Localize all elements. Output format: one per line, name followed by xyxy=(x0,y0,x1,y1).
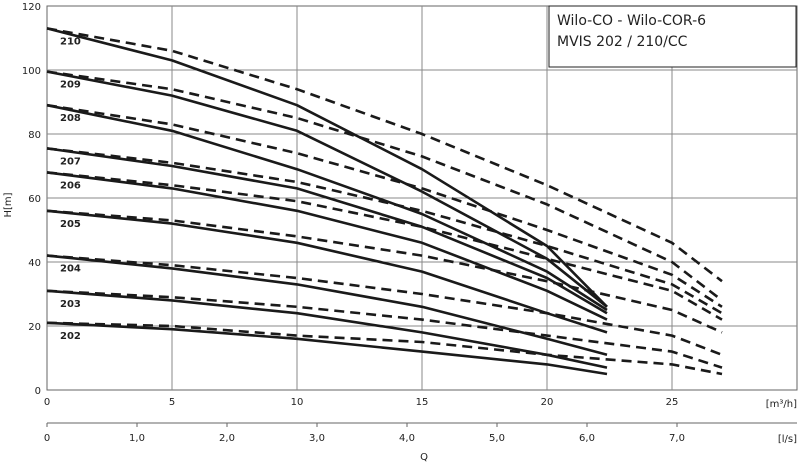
y-tick-label: 40 xyxy=(28,258,41,269)
series-label-210: 210 xyxy=(60,36,81,47)
series-208-dashed-line xyxy=(46,103,723,308)
x-tick-label-m3h: 20 xyxy=(541,397,554,408)
series-206-solid-line xyxy=(46,171,608,321)
series-210-solid-line xyxy=(46,27,608,308)
series-label-203: 203 xyxy=(60,299,81,310)
series-label-208: 208 xyxy=(60,113,81,124)
series-205-dashed-line xyxy=(46,209,723,334)
series-209-dashed-line xyxy=(46,70,723,302)
curve-labels: 210 209 208 207 206 205 204 203 202 xyxy=(60,36,81,341)
series-label-204: 204 xyxy=(60,264,81,275)
x-tick-label-ls: 7,0 xyxy=(669,433,685,444)
x-tick-label-ls: 5,0 xyxy=(489,433,505,444)
y-tick-label: 80 xyxy=(28,130,41,141)
x-axis-label: Q xyxy=(420,452,428,462)
series-label-202: 202 xyxy=(60,331,81,342)
series-209-solid-line xyxy=(46,70,608,308)
series-label-209: 209 xyxy=(60,80,81,91)
series-label-205: 205 xyxy=(60,219,81,230)
x-unit-top: [m³/h] xyxy=(766,399,797,410)
y-tick-label: 120 xyxy=(22,2,41,13)
series-210-dashed-line xyxy=(46,27,723,283)
series-204-dashed-line xyxy=(46,254,723,357)
series-204-solid-line xyxy=(46,254,608,357)
y-tick-label: 100 xyxy=(22,66,41,77)
x-unit-bottom: [l/s] xyxy=(778,434,797,445)
y-tick-label: 20 xyxy=(28,322,41,333)
series-202-dashed-line xyxy=(46,321,723,376)
axes: 0 20 40 60 80 100 120 0 5 10 15 20 25 0 1,0 2,0 3,0 4,0 5,… xyxy=(22,2,797,444)
series-202-solid-line xyxy=(46,321,608,376)
x-tick-label-ls: 0 xyxy=(44,433,50,444)
chart-title-line-1: Wilo-CO - Wilo-COR-6 xyxy=(557,13,706,29)
chart-title-line-2: MVIS 202 / 210/CC xyxy=(557,34,688,50)
y-tick-label: 60 xyxy=(28,194,41,205)
y-tick-label: 0 xyxy=(35,386,41,397)
x-tick-label-ls: 2,0 xyxy=(219,433,235,444)
title-box: Wilo-CO - Wilo-COR-6 MVIS 202 / 210/CC xyxy=(548,5,797,68)
x-tick-label-m3h: 15 xyxy=(416,397,429,408)
series-207-dashed-line xyxy=(46,147,723,315)
x-tick-label-ls: 4,0 xyxy=(399,433,415,444)
series-203-solid-line xyxy=(46,289,608,369)
x-tick-label-m3h: 10 xyxy=(291,397,304,408)
x-tick-label-ls: 3,0 xyxy=(309,433,325,444)
x-tick-label-ls: 6,0 xyxy=(579,433,595,444)
x-tick-label-m3h: 25 xyxy=(666,397,679,408)
x-tick-label-ls: 1,0 xyxy=(129,433,145,444)
series-205-solid-line xyxy=(46,209,608,334)
x-tick-label-m3h: 5 xyxy=(169,397,175,408)
x-tick-label-m3h: 0 xyxy=(44,397,50,408)
curves xyxy=(46,27,723,376)
series-label-206: 206 xyxy=(60,180,81,191)
series-208-solid-line xyxy=(46,103,608,312)
series-label-207: 207 xyxy=(60,156,81,167)
y-axis-label: H[m] xyxy=(3,192,14,217)
series-203-dashed-line xyxy=(46,289,723,369)
